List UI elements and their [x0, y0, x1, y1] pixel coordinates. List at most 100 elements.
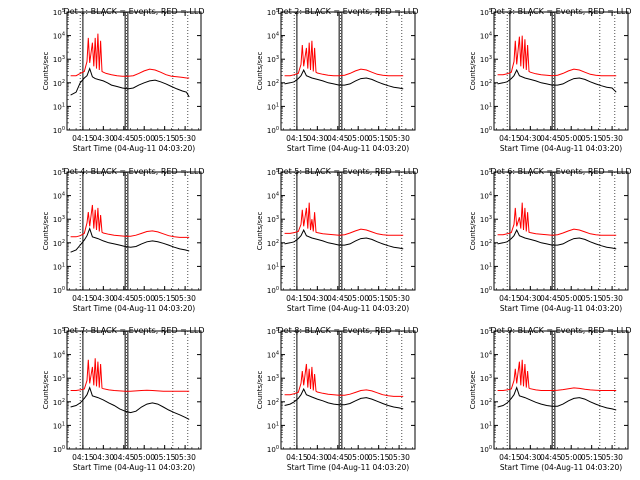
lld-series-line — [70, 204, 190, 238]
y-axis-label: Counts/sec — [42, 52, 50, 91]
y-tick-label: 105 — [267, 8, 279, 17]
lld-series-line — [284, 363, 404, 397]
events-series-line — [70, 67, 190, 98]
chart-title: Det 5: BLACK = Events, RED = LLD — [278, 167, 419, 176]
x-tick-label: 04:30 — [307, 453, 329, 462]
y-tick-label: 105 — [480, 327, 492, 336]
y-tick-label: 101 — [53, 102, 65, 111]
y-tick-label: 101 — [53, 421, 65, 430]
x-tick-label: 04:45 — [540, 134, 562, 143]
x-tick-label: 05:00 — [347, 134, 369, 143]
x-tick-label: 05:00 — [133, 453, 155, 462]
y-axis-label: Counts/sec — [42, 371, 50, 410]
y-axis-label: Counts/sec — [42, 212, 50, 251]
x-tick-label: 04:45 — [327, 294, 349, 303]
y-tick-label: 105 — [267, 327, 279, 336]
y-tick-label: 102 — [53, 398, 65, 407]
events-series-line — [497, 228, 617, 250]
y-tick-label: 102 — [267, 79, 279, 88]
x-tick-label: 05:00 — [560, 294, 582, 303]
x-tick-label: 05:15 — [581, 453, 603, 462]
events-series-line — [284, 68, 404, 90]
lld-series-line — [284, 202, 404, 236]
x-axis-label: Start Time (04-Aug-11 04:03:20) — [73, 144, 195, 153]
y-tick-label: 102 — [480, 79, 492, 88]
x-tick-label: 05:00 — [347, 453, 369, 462]
x-tick-label: 05:15 — [154, 453, 176, 462]
y-tick-label: 104 — [267, 351, 279, 360]
events-series-line — [497, 68, 617, 93]
y-tick-label: 101 — [480, 262, 492, 271]
x-axis-label: Start Time (04-Aug-11 04:03:20) — [287, 304, 409, 313]
x-tick-label: 04:15 — [499, 294, 521, 303]
x-tick-label: 05:15 — [368, 453, 390, 462]
y-tick-label: 104 — [480, 32, 492, 41]
y-tick-label: 105 — [53, 327, 65, 336]
y-tick-label: 105 — [480, 168, 492, 177]
lld-series-line — [497, 202, 617, 236]
x-axis-label: Start Time (04-Aug-11 04:03:20) — [500, 304, 622, 313]
events-series-line — [497, 386, 617, 411]
x-tick-label: 04:15 — [286, 453, 308, 462]
y-tick-label: 104 — [53, 351, 65, 360]
y-tick-label: 104 — [53, 192, 65, 201]
y-tick-label: 103 — [53, 374, 65, 383]
x-tick-label: 05:30 — [388, 453, 410, 462]
lld-series-line — [497, 35, 617, 77]
x-tick-label: 05:00 — [133, 294, 155, 303]
x-tick-label: 04:30 — [520, 294, 542, 303]
x-tick-label: 05:30 — [174, 294, 196, 303]
y-axis-label: Counts/sec — [256, 52, 264, 91]
x-axis-label: Start Time (04-Aug-11 04:03:20) — [73, 463, 195, 472]
plot-frame — [280, 330, 416, 450]
y-tick-label: 104 — [480, 192, 492, 201]
x-axis-label: Start Time (04-Aug-11 04:03:20) — [287, 144, 409, 153]
y-tick-label: 105 — [53, 168, 65, 177]
x-tick-label: 04:30 — [520, 453, 542, 462]
y-tick-label: 103 — [267, 374, 279, 383]
y-tick-label: 104 — [267, 32, 279, 41]
x-tick-label: 05:30 — [388, 134, 410, 143]
x-tick-label: 04:15 — [72, 134, 94, 143]
y-tick-label: 105 — [267, 168, 279, 177]
y-tick-label: 100 — [53, 286, 65, 295]
x-axis-label: Start Time (04-Aug-11 04:03:20) — [73, 304, 195, 313]
y-tick-label: 105 — [480, 8, 492, 17]
x-tick-label: 05:15 — [368, 294, 390, 303]
x-tick-label: 05:30 — [174, 453, 196, 462]
chart-title: Det 6: BLACK = Events, RED = LLD — [491, 167, 632, 176]
y-axis-label: Counts/sec — [256, 212, 264, 251]
y-tick-label: 101 — [480, 102, 492, 111]
lld-series-line — [284, 40, 404, 77]
plot-frame — [493, 330, 629, 450]
x-tick-label: 04:15 — [286, 294, 308, 303]
chart-title: Det 8: BLACK = Events, RED = LLD — [278, 326, 419, 335]
x-tick-label: 04:45 — [113, 453, 135, 462]
x-tick-label: 05:15 — [368, 134, 390, 143]
lld-series-line — [70, 33, 190, 79]
x-tick-label: 05:30 — [601, 294, 623, 303]
events-series-line — [70, 386, 190, 420]
x-tick-label: 05:15 — [154, 294, 176, 303]
x-tick-label: 04:30 — [93, 453, 115, 462]
chart-title: Det 2: BLACK = Events, RED = LLD — [278, 7, 419, 16]
y-axis-label: Counts/sec — [469, 212, 477, 251]
lld-series-line — [70, 358, 190, 392]
y-axis-label: Counts/sec — [256, 371, 264, 410]
x-tick-label: 04:30 — [93, 134, 115, 143]
y-tick-label: 103 — [53, 55, 65, 64]
x-tick-label: 04:15 — [286, 134, 308, 143]
x-tick-label: 05:15 — [581, 294, 603, 303]
chart-title: Det 9: BLACK = Events, RED = LLD — [491, 326, 632, 335]
y-axis-label: Counts/sec — [469, 52, 477, 91]
x-tick-label: 05:30 — [601, 134, 623, 143]
events-series-line — [284, 387, 404, 410]
y-tick-label: 101 — [267, 421, 279, 430]
plot-frame — [66, 11, 202, 131]
y-tick-label: 102 — [267, 398, 279, 407]
